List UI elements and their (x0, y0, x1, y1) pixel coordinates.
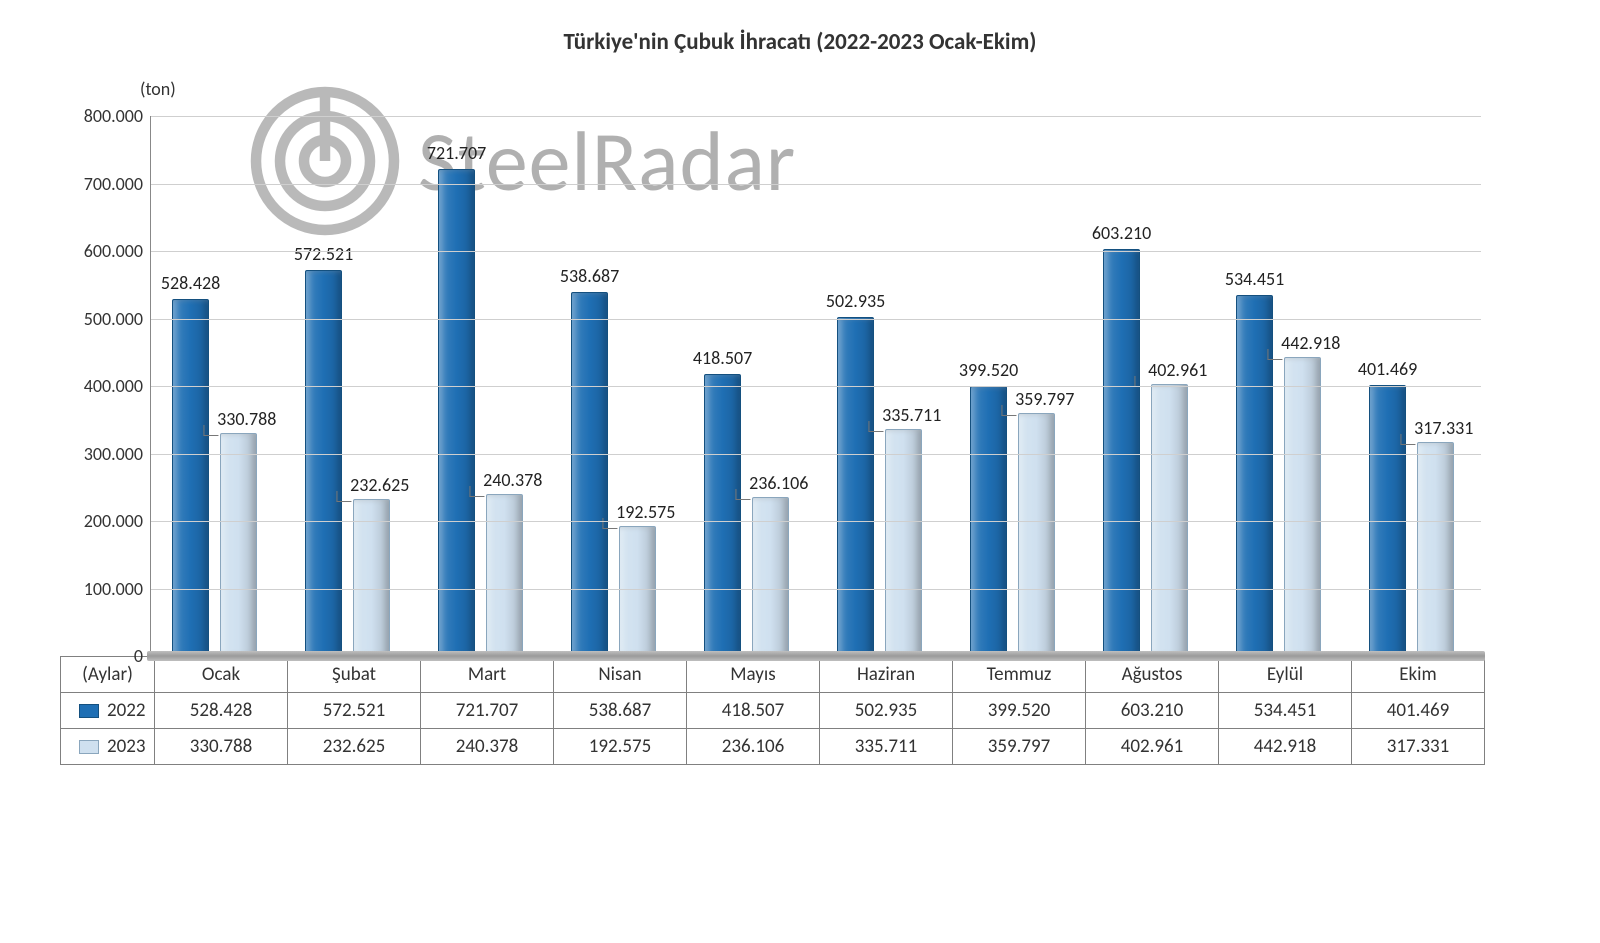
y-tick-label: 100.000 (84, 578, 151, 600)
gridline (151, 386, 1481, 387)
table-cell: 528.428 (155, 693, 288, 729)
bar-2022: 528.428 (172, 299, 209, 656)
bar-2023: 442.918 (1284, 357, 1321, 656)
legend-swatch-icon (79, 740, 99, 754)
x-axis-baseline (147, 651, 1485, 661)
table-header-month: Temmuz (953, 657, 1086, 693)
gridline (151, 521, 1481, 522)
gridline (151, 319, 1481, 320)
bar-2023: 192.575 (619, 526, 656, 656)
bar-datalabel: 721.707 (427, 142, 486, 170)
table-cell: 572.521 (288, 693, 421, 729)
bar-datalabel: 401.469 (1358, 358, 1417, 386)
bar-datalabel: 442.918 (1281, 334, 1340, 358)
table-cell: 232.625 (288, 729, 421, 765)
table-header-month: Ocak (155, 657, 288, 693)
bar-2022: 603.210 (1103, 249, 1140, 656)
y-tick-label: 200.000 (84, 510, 151, 532)
table-header-month: Haziran (820, 657, 953, 693)
table-header-month: Mayıs (687, 657, 820, 693)
table-header-month: Eylül (1219, 657, 1352, 693)
bar-2023: 330.788 (220, 433, 257, 656)
table-cell: 402.961 (1086, 729, 1219, 765)
bar-datalabel: 572.521 (294, 243, 353, 271)
table-header-month: Nisan (554, 657, 687, 693)
y-tick-label: 700.000 (84, 173, 151, 195)
y-tick-label: 600.000 (84, 240, 151, 262)
y-tick-label: 0 (134, 645, 151, 667)
bar-2023: 232.625 (353, 499, 390, 656)
gridline (151, 184, 1481, 185)
bar-2023: 335.711 (885, 429, 922, 656)
table-cell: 418.507 (687, 693, 820, 729)
bar-2022: 538.687 (571, 292, 608, 656)
bar-datalabel: 402.961 (1148, 361, 1207, 385)
gridline (151, 251, 1481, 252)
table-cell: 534.451 (1219, 693, 1352, 729)
table-header-month: Ekim (1352, 657, 1485, 693)
bar-datalabel: 317.331 (1414, 419, 1473, 443)
gridline (151, 589, 1481, 590)
table-cell: 330.788 (155, 729, 288, 765)
bar-datalabel: 240.378 (483, 471, 542, 495)
bar-2022: 502.935 (837, 317, 874, 656)
bar-datalabel: 399.520 (959, 359, 1018, 387)
bar-datalabel: 330.788 (217, 410, 276, 434)
table-cell: 317.331 (1352, 729, 1485, 765)
y-tick-label: 500.000 (84, 308, 151, 330)
bar-2023: 359.797 (1018, 413, 1055, 656)
bar-datalabel: 603.210 (1092, 222, 1151, 250)
table-cell: 401.469 (1352, 693, 1485, 729)
legend-cell-2022: 2022 (61, 693, 155, 729)
bar-datalabel: 359.797 (1015, 390, 1074, 414)
bar-2023: 402.961 (1151, 384, 1188, 656)
legend-label: 2023 (107, 735, 146, 758)
bar-datalabel: 538.687 (560, 265, 619, 293)
table-cell: 240.378 (421, 729, 554, 765)
bar-datalabel: 502.935 (826, 290, 885, 318)
bar-datalabel: 418.507 (693, 347, 752, 375)
gridline (151, 454, 1481, 455)
y-tick-label: 800.000 (84, 105, 151, 127)
data-table: (Aylar)OcakŞubatMartNisanMayısHaziranTem… (60, 656, 1485, 765)
legend-label: 2022 (107, 699, 146, 722)
table-cell: 399.520 (953, 693, 1086, 729)
bar-datalabel: 528.428 (161, 272, 220, 300)
table-header-month: Ağustos (1086, 657, 1219, 693)
table-cell: 721.707 (421, 693, 554, 729)
bar-datalabel: 534.451 (1225, 268, 1284, 296)
table-cell: 192.575 (554, 729, 687, 765)
y-tick-label: 300.000 (84, 443, 151, 465)
bar-2022: 572.521 (305, 270, 342, 656)
bar-2023: 240.378 (486, 494, 523, 656)
plot-region: 528.428 330.788 572.521 232.625 721.707 240.3… (150, 116, 1481, 656)
table-cell: 502.935 (820, 693, 953, 729)
table-cell: 603.210 (1086, 693, 1219, 729)
legend-cell-2023: 2023 (61, 729, 155, 765)
data-table-wrap: (Aylar)OcakŞubatMartNisanMayısHaziranTem… (60, 656, 1484, 765)
y-axis-unit: (ton) (140, 78, 176, 100)
bar-2022: 721.707 (438, 169, 475, 656)
bar-datalabel: 192.575 (616, 503, 675, 527)
chart-area: SteelRadar (ton) 528.428330.788572.52123… (60, 116, 1540, 656)
table-cell: 538.687 (554, 693, 687, 729)
bar-2022: 418.507 (704, 374, 741, 656)
y-tick-label: 400.000 (84, 375, 151, 397)
table-header-month: Şubat (288, 657, 421, 693)
table-cell: 359.797 (953, 729, 1086, 765)
bar-datalabel: 236.106 (749, 474, 808, 498)
gridline (151, 116, 1481, 117)
legend-swatch-icon (79, 704, 99, 718)
table-cell: 442.918 (1219, 729, 1352, 765)
bar-2023: 317.331 (1417, 442, 1454, 656)
table-cell: 335.711 (820, 729, 953, 765)
bar-datalabel: 335.711 (882, 406, 941, 430)
chart-title: Türkiye'nin Çubuk İhracatı (2022-2023 Oc… (0, 0, 1600, 56)
bar-datalabel: 232.625 (350, 476, 409, 500)
table-header-month: Mart (421, 657, 554, 693)
table-cell: 236.106 (687, 729, 820, 765)
